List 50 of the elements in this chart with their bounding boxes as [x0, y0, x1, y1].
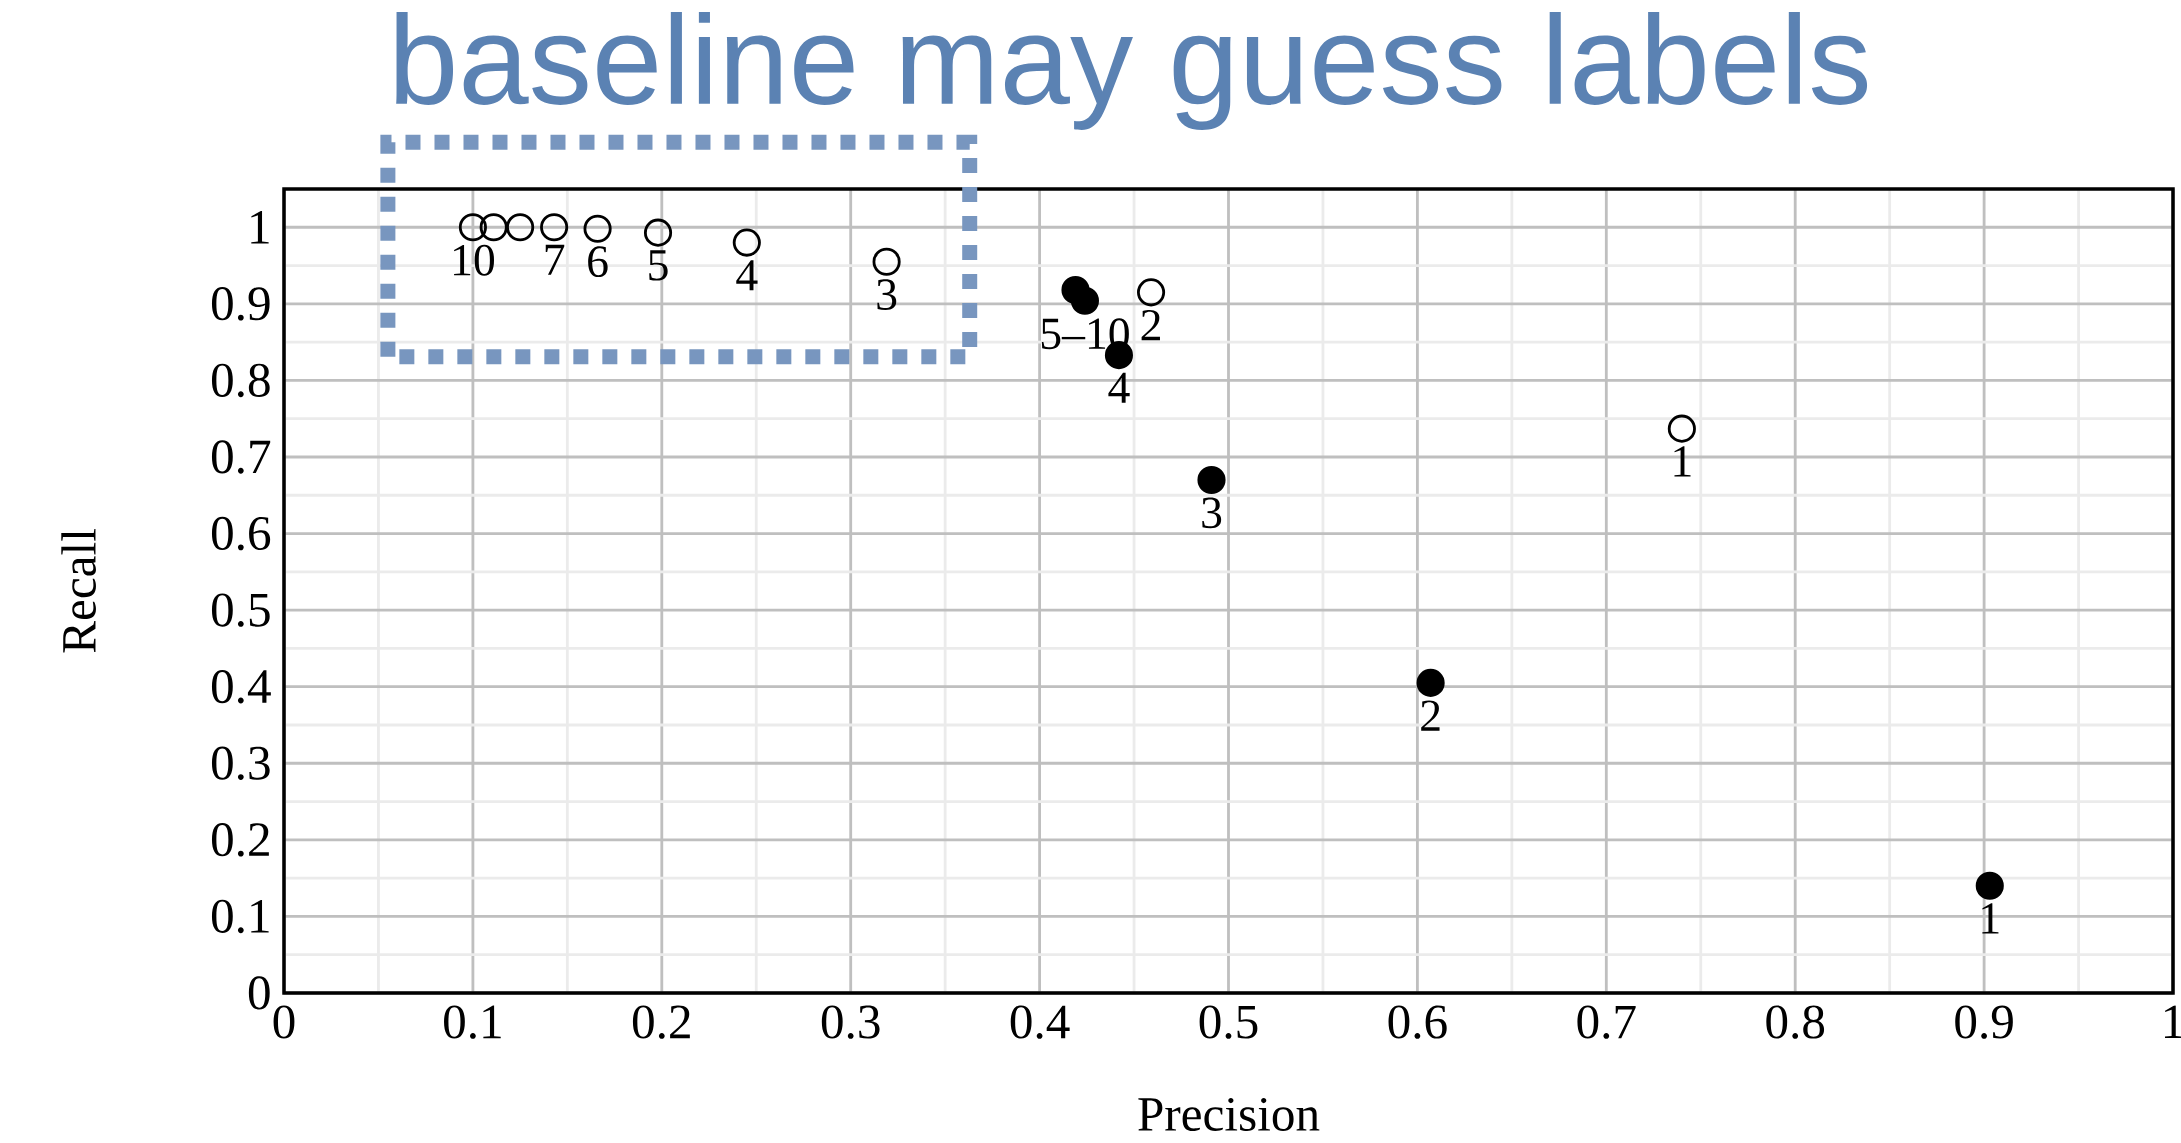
- point: [479, 213, 508, 242]
- point: [540, 213, 569, 242]
- annotation: 6: [588, 246, 608, 278]
- y-tick-label: 1: [251, 210, 269, 244]
- point: [506, 213, 535, 242]
- point: [1416, 668, 1445, 697]
- annotation: 2: [1141, 309, 1160, 341]
- x-tick-label: 0.2: [632, 1005, 690, 1039]
- x-tick-label: 0.9: [1955, 1005, 2013, 1039]
- y-axis-title: Recall: [61, 529, 96, 653]
- point: [1136, 278, 1166, 307]
- point: [1975, 871, 2004, 900]
- annotation: 1: [1674, 446, 1691, 477]
- x-tick-label: 0.5: [1199, 1005, 1258, 1039]
- annotation: 1: [1982, 903, 1999, 934]
- point: [583, 214, 612, 243]
- annotation: 10: [454, 244, 495, 276]
- point: [458, 213, 487, 242]
- annotation: 4: [736, 260, 758, 291]
- annotation: 7: [545, 244, 565, 275]
- point: [1197, 465, 1226, 495]
- y-tick-label: 0.6: [211, 516, 271, 551]
- x-tick-label: 0.7: [1577, 1005, 1636, 1039]
- chart-title: baseline may guess labels: [396, 12, 1868, 130]
- y-tick-label: 0.9: [211, 287, 270, 321]
- y-tick-label: 0.1: [211, 899, 269, 934]
- x-tick-label: 0.6: [1388, 1005, 1447, 1039]
- x-tick-label: 0.1: [444, 1005, 501, 1039]
- annotation: 5: [649, 250, 668, 281]
- x-tick-label: 0.3: [821, 1005, 880, 1039]
- point: [732, 228, 761, 257]
- y-tick-label: 0.4: [211, 669, 271, 704]
- y-tick-label: 0: [248, 976, 270, 1010]
- x-tick-label: 0.8: [1766, 1005, 1825, 1039]
- y-tick-label: 0.2: [211, 823, 269, 857]
- annotation: 2: [1421, 700, 1440, 731]
- y-tick-label: 0.8: [211, 363, 270, 398]
- y-tick-label: 0.5: [211, 593, 270, 627]
- point: [1070, 286, 1099, 315]
- y-tick-label: 0.7: [211, 440, 271, 474]
- point: [1667, 414, 1696, 443]
- y-tick-label: 0.3: [211, 746, 270, 780]
- point: [872, 247, 901, 276]
- annotation: 4: [1108, 372, 1130, 403]
- x-tick-label: 0.4: [1010, 1005, 1070, 1039]
- annotation: 3: [877, 279, 897, 310]
- x-tick-label: 0: [273, 1005, 295, 1039]
- point: [643, 218, 673, 247]
- x-axis-title: Precision: [1138, 1097, 1320, 1132]
- annotation: 3: [1202, 497, 1222, 529]
